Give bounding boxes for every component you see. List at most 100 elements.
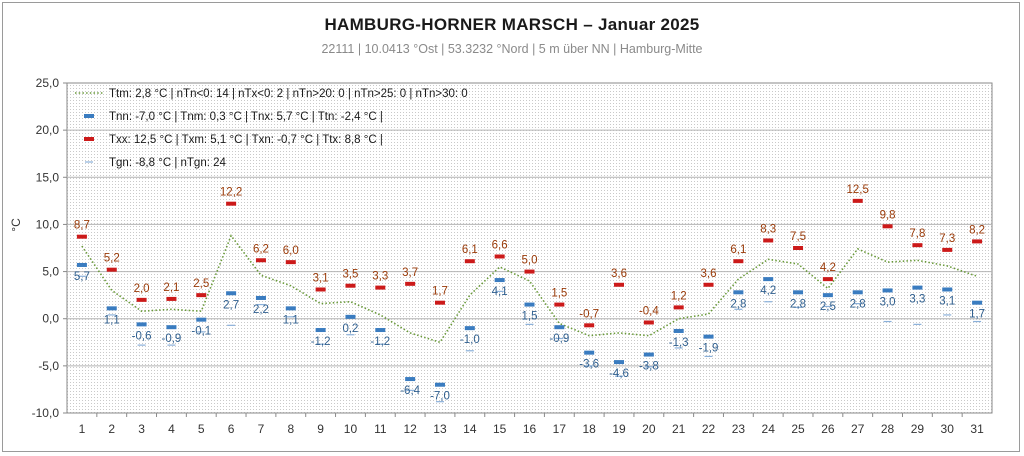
tmin-label: -1,2	[311, 336, 331, 348]
y-tick-label: 10,0	[36, 217, 60, 231]
tmin-label: 4,1	[492, 286, 508, 298]
tmax-marker	[733, 259, 744, 264]
tmin-marker	[972, 300, 983, 305]
tmax-marker	[703, 282, 714, 287]
x-tick-label: 16	[523, 422, 537, 436]
tmin-label: 3,3	[909, 294, 925, 306]
tmin-label: -1,0	[460, 334, 480, 346]
x-tick-label: 4	[168, 422, 175, 436]
tmin-label: -3,8	[639, 361, 659, 373]
tmin-marker	[703, 334, 714, 339]
y-tick-label: -5,0	[38, 359, 59, 373]
tmax-label: 3,6	[701, 268, 717, 280]
tmin-marker	[405, 377, 416, 382]
chart-subtitle: 22111 | 10.0413 °Ost | 53.3232 °Nord | 5…	[321, 42, 703, 56]
y-tick-label: 0,0	[42, 312, 59, 326]
x-tick-label: 17	[553, 422, 567, 436]
tmin-label: 1,5	[522, 311, 538, 323]
x-tick-label: 28	[881, 422, 895, 436]
tmax-marker	[255, 258, 266, 263]
tmax-marker	[494, 254, 505, 259]
tmin-marker	[882, 288, 893, 293]
tmax-marker	[524, 269, 535, 274]
x-tick-label: 29	[911, 422, 925, 436]
tmax-label: 5,0	[522, 255, 538, 267]
tmax-marker	[345, 283, 356, 288]
tmin-label: 2,8	[790, 298, 806, 310]
tmin-label: 2,8	[730, 298, 746, 310]
tmin-label: 3,1	[939, 295, 955, 307]
tmin-marker	[255, 295, 266, 300]
legend-text: Ttm: 2,8 °C | nTn<0: 14 | nTx<0: 2 | nTn…	[109, 88, 468, 100]
tmax-marker	[763, 238, 774, 243]
x-tick-label: 27	[851, 422, 865, 436]
plot-area	[66, 82, 993, 414]
tmin-marker	[136, 322, 147, 327]
tmax-label: 1,2	[671, 290, 687, 302]
tmax-label: -0,4	[639, 305, 659, 317]
x-tick-label: 5	[198, 422, 205, 436]
x-tick-label: 14	[463, 422, 477, 436]
tmax-label: 12,2	[220, 187, 242, 199]
tmin-label: 3,0	[880, 296, 896, 308]
legend-text: Tnn: -7,0 °C | Tnm: 0,3 °C | Tnx: 5,7 °C…	[109, 111, 383, 123]
tmin-label: 2,7	[223, 299, 239, 311]
tmax-label: 7,5	[790, 231, 806, 243]
x-tick-label: 31	[970, 422, 984, 436]
tmin-label: -0,6	[132, 330, 152, 342]
series-tmax	[76, 198, 983, 328]
tmin-label: 1,7	[969, 309, 985, 321]
tmin-label: 0,2	[342, 323, 358, 335]
tmin-label: -0,9	[549, 333, 569, 345]
x-tick-label: 24	[762, 422, 776, 436]
legend-swatch-tmin	[84, 114, 94, 118]
y-axis-label: °C	[9, 218, 23, 232]
x-tick-label: 30	[941, 422, 955, 436]
legend-swatch-tmax	[84, 137, 94, 141]
tmax-label: 5,2	[104, 253, 120, 265]
x-tick-label: 6	[228, 422, 235, 436]
x-tick-label: 11	[374, 422, 387, 436]
tmax-marker	[942, 247, 953, 252]
tmin-marker	[464, 326, 475, 331]
tmin-label: 2,2	[253, 304, 269, 316]
tmin-label: -1,3	[669, 337, 689, 349]
y-tick-label: -10,0	[32, 406, 60, 420]
tmin-marker	[822, 293, 833, 298]
tmax-marker	[196, 293, 207, 298]
y-axis-ticks: -10,0 -5,0 0,0 5,0 10,0 15,0 20,0 25,0	[32, 76, 67, 420]
tmax-label: 6,6	[492, 239, 508, 251]
tmax-label: 3,1	[313, 272, 329, 284]
series-tgn	[77, 275, 982, 403]
tmin-label: -0,9	[162, 333, 182, 345]
x-tick-label: 9	[317, 422, 324, 436]
tmax-marker	[882, 224, 893, 229]
tmax-marker	[554, 302, 565, 307]
tmax-marker	[136, 297, 147, 302]
y-tick-label: 25,0	[36, 76, 60, 90]
chart-title: HAMBURG-HORNER MARSCH – Januar 2025	[324, 15, 700, 34]
tmax-marker	[852, 198, 863, 203]
x-tick-label: 21	[672, 422, 686, 436]
x-tick-label: 13	[433, 422, 447, 436]
tmin-label: -4,6	[609, 368, 629, 380]
legend: Ttm: 2,8 °C | nTn<0: 14 | nTx<0: 2 | nTn…	[75, 88, 468, 169]
tmin-marker	[942, 287, 953, 292]
tmax-label: 2,0	[134, 283, 150, 295]
tmax-marker	[614, 282, 625, 287]
tmin-label: -6,4	[400, 385, 420, 397]
tmax-label: -0,7	[579, 308, 599, 320]
tmax-label: 8,7	[74, 220, 90, 232]
x-tick-label: 26	[821, 422, 835, 436]
legend-text: Tgn: -8,8 °C | nTgn: 24	[109, 157, 226, 169]
tmin-label: 1,1	[283, 314, 299, 326]
tmin-marker	[285, 306, 296, 311]
tmin-label: -7,0	[430, 391, 450, 403]
tmax-label: 12,5	[847, 184, 869, 196]
x-tick-label: 7	[258, 422, 265, 436]
tmax-marker	[464, 259, 475, 264]
tmin-marker	[584, 350, 595, 355]
x-tick-label: 15	[493, 422, 507, 436]
tmin-marker	[226, 291, 237, 296]
tmax-marker	[285, 260, 296, 265]
